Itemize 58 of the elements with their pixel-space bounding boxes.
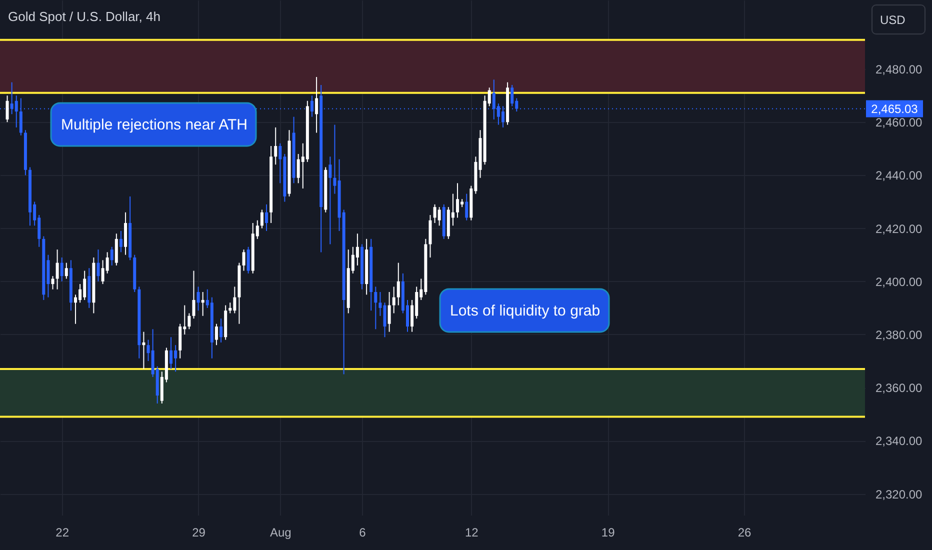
candlestick (142, 331, 146, 370)
candlestick (220, 318, 223, 343)
candlestick (56, 249, 59, 290)
candlestick (64, 262, 68, 280)
candlestick (14, 95, 18, 128)
candlestick (328, 156, 332, 245)
candlestick (388, 292, 391, 332)
candlestick (188, 312, 191, 330)
y-tick-label: 2,360.00 (876, 381, 923, 396)
y-tick-label: 2,440.00 (876, 168, 923, 183)
y-tick-label: 2,400.00 (876, 274, 923, 289)
candlestick (510, 84, 514, 107)
candlestick (96, 249, 100, 282)
candlestick (274, 126, 278, 166)
candlestick (201, 292, 204, 316)
candlestick (392, 286, 396, 314)
y-axis-title: USD (880, 13, 906, 27)
candlestick (310, 95, 314, 118)
candlestick (214, 323, 218, 346)
candlestick (315, 76, 318, 134)
candlestick (428, 214, 432, 258)
candlestick (51, 276, 54, 290)
text: Gold Spot / U.S. Dollar, 4h (8, 9, 160, 24)
candlestick (396, 262, 400, 306)
candlestick (114, 233, 118, 266)
x-tick-label: 22 (56, 526, 70, 540)
y-tick-label: 2,340.00 (876, 434, 923, 448)
y-tick-label: 2,380.00 (876, 328, 923, 342)
y-tick-label: 2,460.00 (876, 116, 923, 130)
candlestick (60, 257, 64, 282)
candlestick (110, 246, 114, 266)
candlestick (178, 323, 182, 359)
x-tick-label: Aug (270, 526, 292, 540)
y-tick-label: 2,480.00 (876, 62, 923, 77)
y-tick-label: 2,420.00 (876, 222, 923, 236)
candlestick (456, 182, 460, 218)
candlestick (438, 206, 441, 226)
candlestick (119, 230, 122, 253)
candlestick (374, 286, 378, 330)
candlestick (192, 270, 196, 320)
x-tick-label: 29 (192, 526, 206, 540)
x-tick-label: 12 (464, 526, 479, 540)
candlestick (465, 193, 468, 221)
candlestick (196, 286, 200, 312)
y-tick-label: 2,320.00 (876, 487, 923, 502)
x-tick-label: 19 (601, 526, 616, 540)
candlestick (242, 249, 246, 272)
annotation: Lots of liquidity to grab (450, 302, 600, 320)
candlestick (6, 95, 9, 123)
candlestick (124, 212, 128, 256)
candlestick (246, 246, 250, 274)
candlestick (260, 209, 264, 229)
x-tick-label: 6 (359, 526, 366, 540)
annotation: Multiple rejections near ATH (61, 116, 248, 134)
x-tick-label: 26 (738, 526, 752, 540)
ref-line-label: 2,465.03 (871, 102, 918, 116)
candlestick (333, 124, 336, 194)
candlestick (265, 204, 268, 232)
